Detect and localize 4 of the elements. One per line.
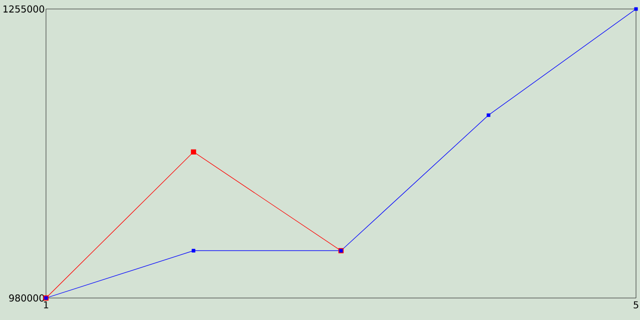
x-tick-label: 5 (634, 301, 638, 308)
y-tick-label: 1255000 (4, 5, 44, 13)
y-tick-label: 980000 (9, 294, 44, 302)
x-tick-label: 1 (44, 301, 48, 308)
